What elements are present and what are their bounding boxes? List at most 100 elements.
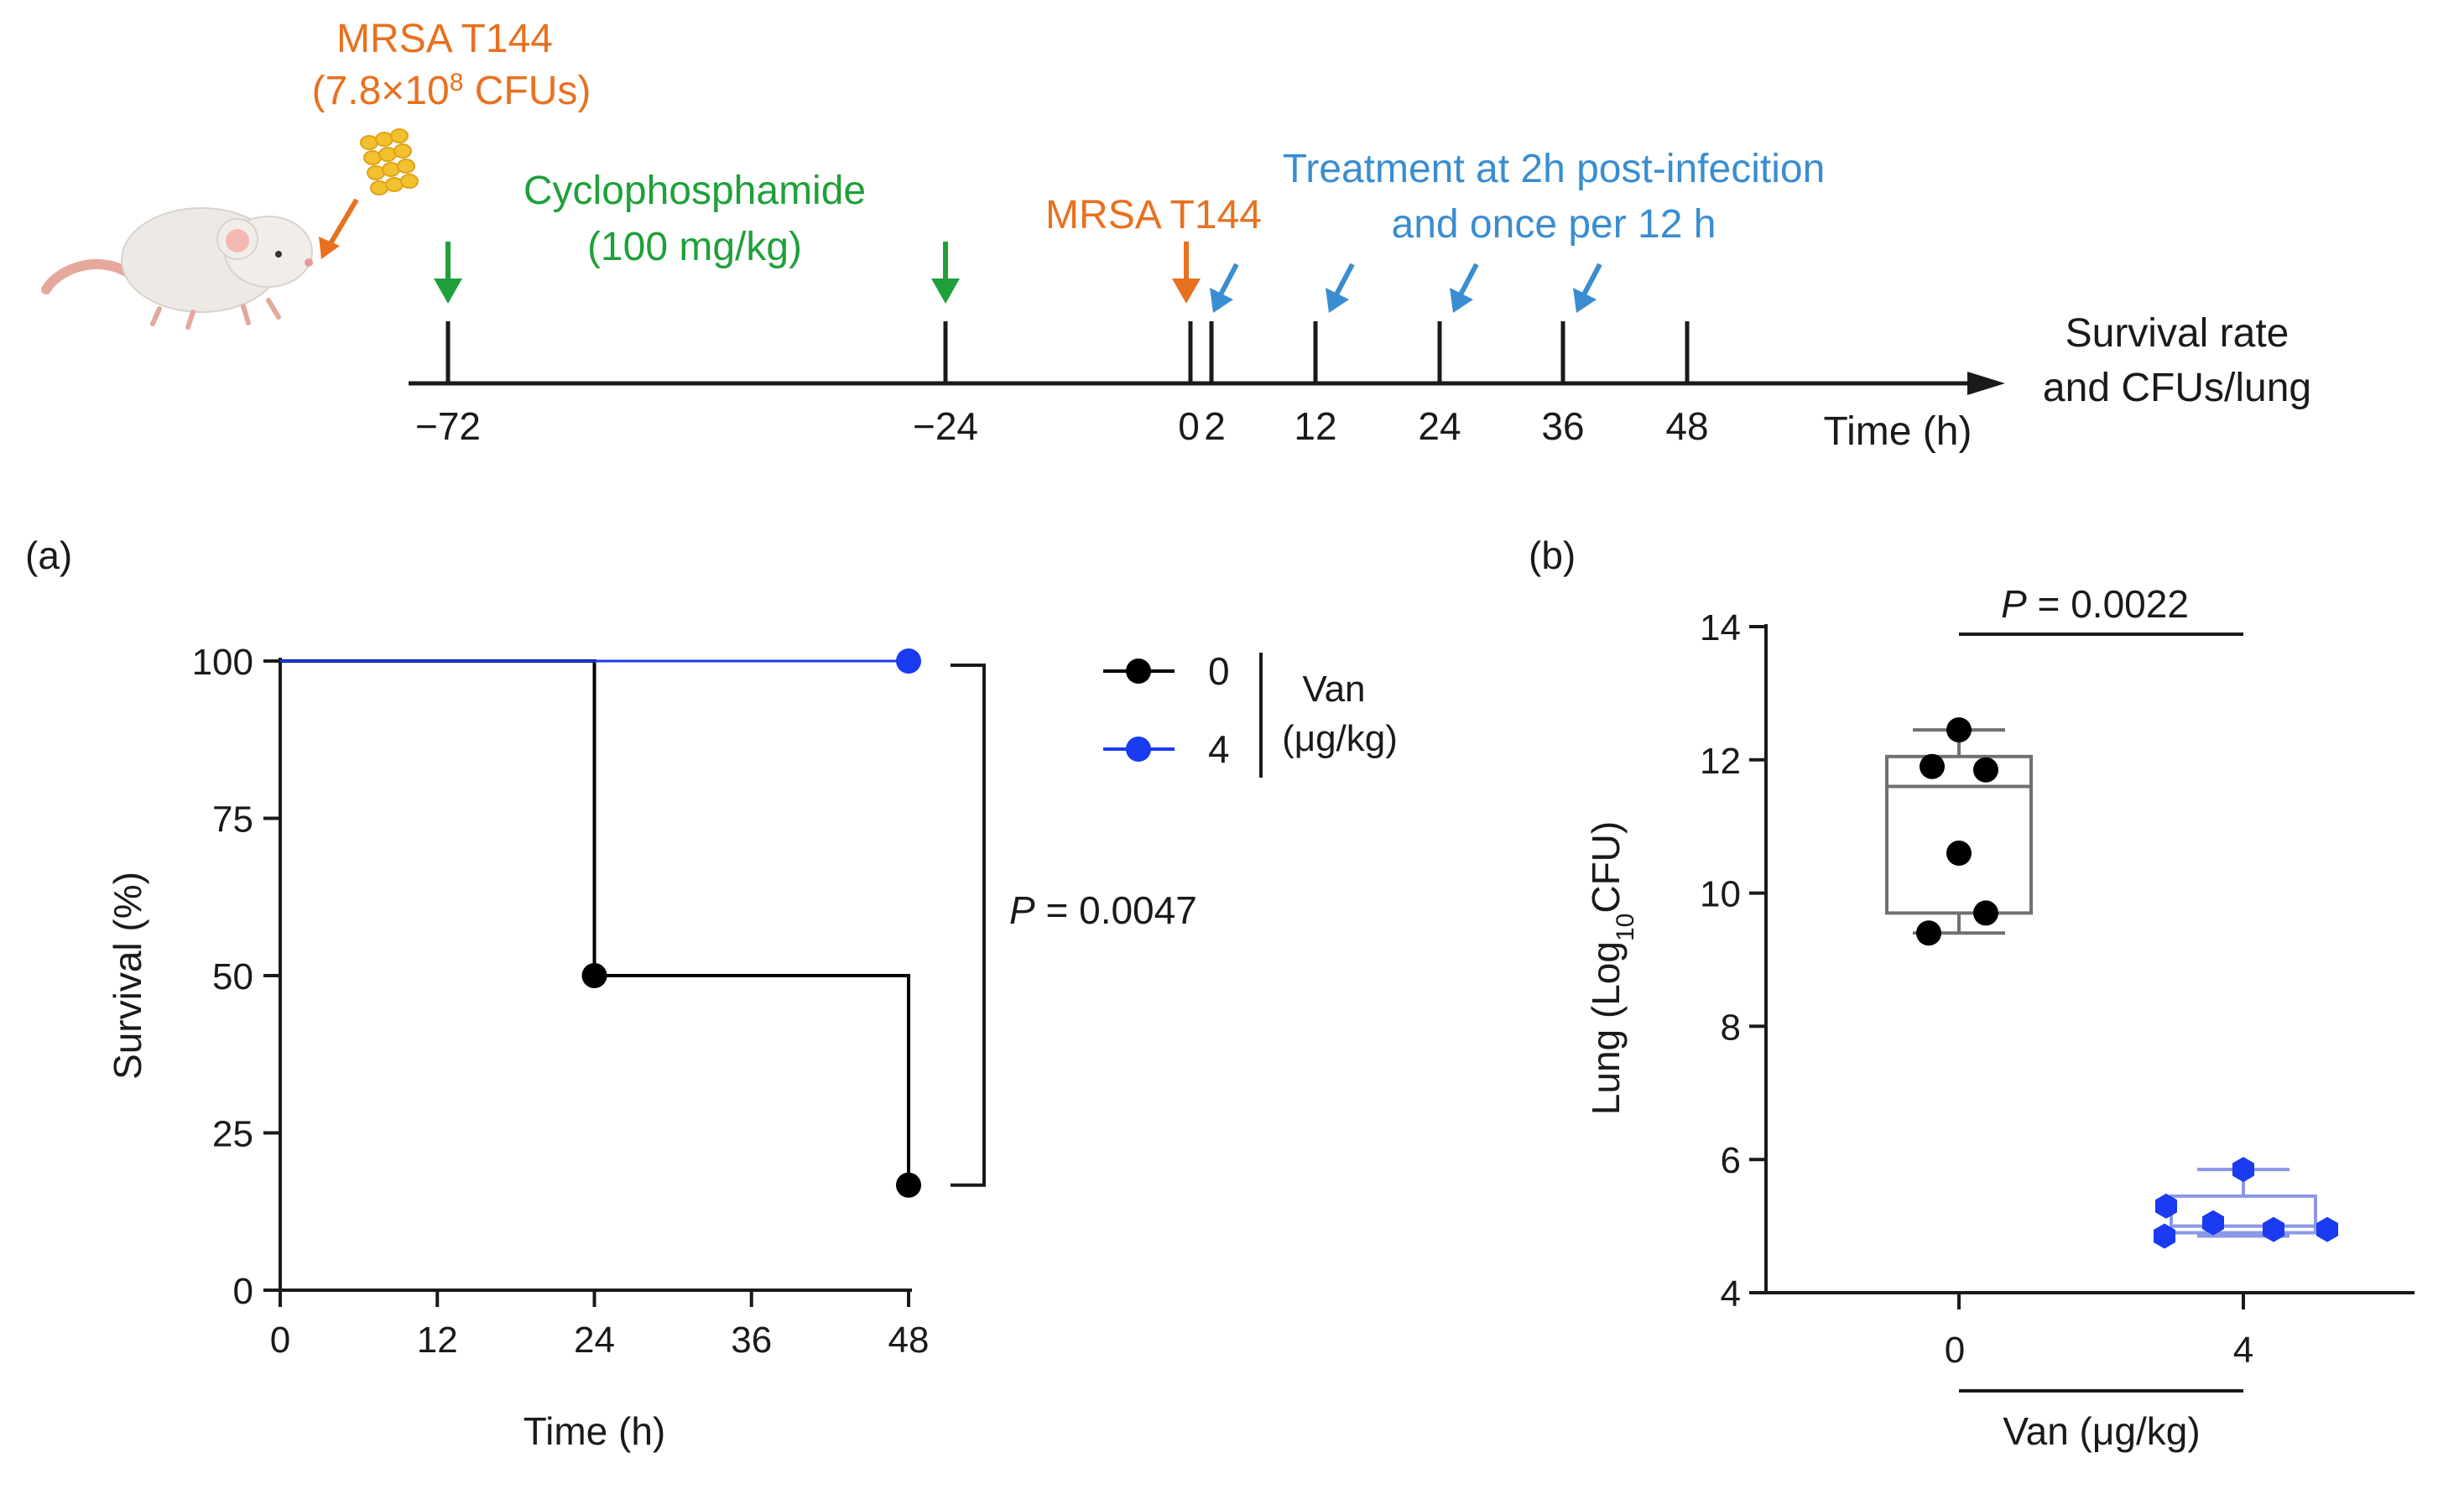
bacterium (397, 159, 415, 174)
survival-point-0 (896, 1172, 921, 1198)
inoculum-dose: (7.8×108 CFUs) (312, 69, 591, 114)
experimental-timeline: MRSA T144 (7.8×108 CFUs) Cyclophosphamid… (41, 17, 2311, 454)
data-point-4 (2154, 1223, 2175, 1249)
treatment-label-line1: Treatment at 2h post-infecition (1283, 147, 1826, 191)
y-tick-label: 6 (1721, 1140, 1741, 1181)
treatment-arrow-shaft (1217, 263, 1239, 298)
treatment-arrow-shaft (1457, 263, 1479, 298)
timeline-tick-label: 0 (1178, 404, 1200, 448)
p-value: = 0.0022 (2027, 582, 2189, 626)
p-value-label: P = 0.0047 (1009, 888, 1197, 932)
significance-bracket (951, 664, 986, 1187)
x-axis-title: Time (h) (524, 1409, 666, 1453)
timeline-tick-label: 2 (1204, 404, 1226, 448)
lung-cfu-boxes (1885, 717, 2338, 1249)
survival-point-0 (581, 963, 607, 988)
x-tick-label: 4 (2233, 1330, 2253, 1371)
data-point-4 (2316, 1216, 2338, 1242)
x-tick-label: 12 (417, 1320, 458, 1361)
bacterium (375, 132, 393, 147)
y-tick-label: 8 (1721, 1007, 1741, 1048)
cyclophosphamide-label: Cyclophosphamide (524, 169, 866, 213)
drug-arrow-head (434, 279, 462, 304)
legend-label-4: 4 (1208, 727, 1230, 771)
data-point-0 (1973, 900, 1998, 926)
y-tick-label: 100 (192, 642, 253, 683)
treatment-arrow-head (1573, 288, 1597, 313)
bacterium (393, 143, 412, 159)
bacterium (370, 180, 388, 195)
data-point-0 (1973, 757, 1998, 783)
infection-arrow-head (1172, 279, 1201, 304)
legend-unit: (μg/kg) (1282, 718, 1398, 759)
bacterium (400, 174, 419, 189)
bacterium (367, 165, 385, 180)
treatment-label-line2: and once per 12 h (1392, 202, 1716, 247)
y-tick-label: 50 (212, 956, 253, 997)
bacterium (382, 162, 400, 177)
y-axis-title: Survival (%) (106, 872, 149, 1080)
bacteria-icon (360, 128, 419, 195)
survival-legend: 0 4 Van (μg/kg) (1103, 649, 1398, 778)
treatment-arrow-head (1326, 288, 1349, 313)
mouse-illustration (41, 207, 313, 330)
data-point-4 (2263, 1216, 2284, 1242)
timeline-tick-label: 36 (1541, 404, 1584, 448)
panel-b-label: (b) (1529, 534, 1576, 577)
timeline-axis-label: Time (h) (1824, 409, 1972, 454)
y-tick-label: 4 (1721, 1273, 1741, 1315)
p-symbol: P (2001, 582, 2027, 626)
y-tick-label: 75 (212, 799, 253, 841)
y-title-prefix: Lung (Log (1584, 941, 1628, 1115)
timeline-tick-label: −24 (913, 404, 978, 448)
panel-a-label: (a) (25, 534, 72, 577)
x-tick-label: 48 (888, 1320, 930, 1361)
inoculum-arrow (319, 198, 359, 259)
y-tick-label: 14 (1700, 607, 1741, 648)
timeline-tick-label: 24 (1418, 404, 1461, 448)
treatment-arrow-head (1210, 288, 1233, 313)
drug-arrow-head (931, 279, 960, 304)
legend-marker-0 (1126, 659, 1151, 684)
p-value-label: P = 0.0022 (2001, 582, 2189, 626)
treatment-arrow-shaft (1581, 263, 1602, 298)
bacterium (385, 177, 404, 192)
bacterium (363, 150, 382, 165)
lung-cfu-significance: P = 0.0022 (1959, 582, 2243, 636)
survival-significance: P = 0.0047 (951, 664, 1197, 1187)
survival-axes: 0 25 50 75 100 0 12 24 36 48 Time (h) Survival (%) (106, 642, 929, 1453)
timeline-arrows (434, 242, 1602, 313)
timeline-ticks: −72 −24 0 2 12 24 36 48 (415, 321, 1709, 448)
data-point-0 (1920, 753, 1945, 779)
x-tick-label: 24 (574, 1320, 615, 1361)
survival-line-0 (280, 659, 910, 1185)
x-tick-label: 0 (1945, 1330, 1965, 1371)
legend-title: Van (1302, 669, 1365, 710)
y-tick-label: 0 (233, 1271, 253, 1312)
x-tick-label: 0 (270, 1320, 290, 1361)
treatment-arrow-shaft (1333, 263, 1355, 298)
infection-label: MRSA T144 (1045, 193, 1262, 237)
p-value: = 0.0047 (1035, 888, 1197, 932)
bacterium (360, 135, 378, 150)
y-title-subscript: 10 (1612, 914, 1639, 941)
p-symbol: P (1009, 888, 1035, 932)
y-tick-label: 12 (1700, 741, 1741, 782)
data-point-0 (1916, 920, 1941, 946)
timeline-tick-label: 12 (1294, 404, 1336, 448)
survival-point-4 (896, 648, 921, 674)
bacterium (390, 128, 409, 143)
data-point-4 (2202, 1210, 2224, 1236)
y-tick-label: 25 (212, 1114, 253, 1155)
x-tick-label: 36 (731, 1320, 772, 1361)
legend-marker-4 (1126, 737, 1151, 762)
y-axis-title: Lung (Log10CFU) (1584, 821, 1639, 1115)
endpoint-label-line1: Survival rate (2065, 311, 2289, 356)
survival-series (280, 648, 921, 1198)
data-point-4 (2232, 1157, 2254, 1183)
data-point-0 (1946, 717, 1972, 743)
